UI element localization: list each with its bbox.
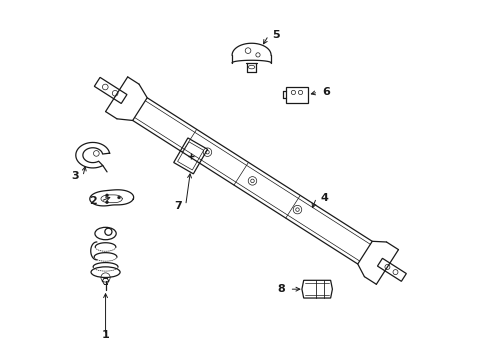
Text: 5: 5 — [272, 30, 280, 40]
Text: 3: 3 — [71, 171, 79, 181]
Text: 7: 7 — [174, 201, 182, 211]
Circle shape — [105, 194, 108, 197]
Text: 8: 8 — [277, 284, 285, 294]
Circle shape — [118, 196, 120, 199]
Text: 1: 1 — [102, 330, 109, 340]
Text: 4: 4 — [320, 193, 327, 203]
Circle shape — [105, 201, 108, 204]
Text: 6: 6 — [322, 87, 329, 97]
Text: 2: 2 — [89, 196, 97, 206]
